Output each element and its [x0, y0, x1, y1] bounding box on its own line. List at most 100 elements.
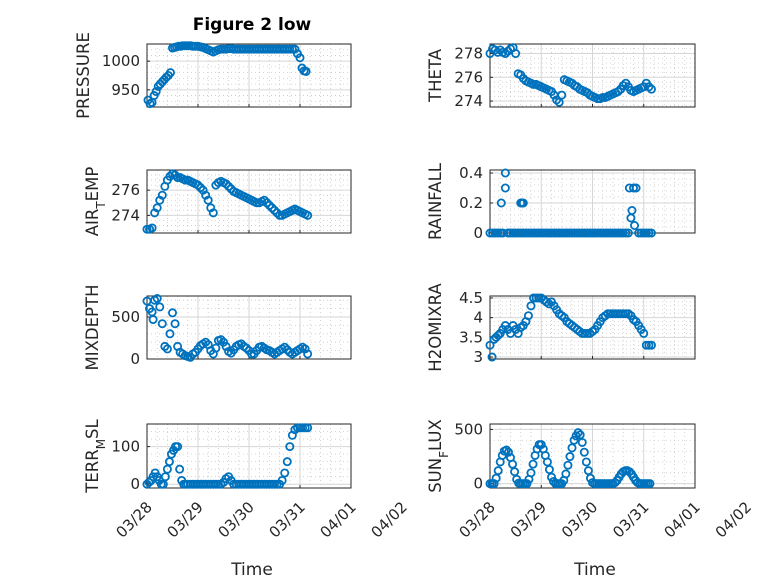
rainfall-data-point: [623, 228, 633, 238]
terr_msl-data-point: [175, 464, 185, 474]
sun_flux-data-point: [645, 479, 655, 489]
h2omixra-data-point: [526, 301, 536, 311]
h2omixra-data-point: [493, 330, 503, 340]
theta-ytick-label: 274: [454, 92, 483, 110]
air_temp-data-point: [269, 205, 279, 215]
h2omixra-ytick-label: 3.5: [459, 328, 483, 346]
mixdepth-data-point: [155, 302, 165, 312]
h2omixra-ytick-label: 4.5: [459, 289, 483, 307]
subplot-mixdepth: 0 500 MIXDEPTH: [83, 285, 352, 371]
mixdepth-data-point: [152, 294, 162, 304]
rainfall-axes-border: [489, 169, 696, 234]
theta-y-axis-label: THETA: [426, 48, 445, 103]
air_temp-data-point: [221, 179, 231, 189]
sun_flux-data-point: [577, 437, 587, 447]
theta-data-point: [511, 49, 521, 59]
mixdepth-data-point: [211, 343, 221, 353]
h2omixra-axes-border: [489, 295, 696, 360]
mixdepth-ytick-label: 500: [111, 308, 140, 326]
subplot-rainfall: 0 0.2 0.4 RAINFALL: [426, 162, 696, 242]
mixdepth-ytick-label: 0: [130, 350, 140, 368]
sun_flux-data-point: [561, 469, 571, 479]
sun_flux-axes-border: [489, 423, 696, 489]
theta-ytick-label: 278: [454, 45, 483, 63]
subplot-h2omixra: 3 3.54 4.5 H2OMIXRA: [426, 283, 696, 372]
pressure-ytick-label: 1000: [102, 52, 140, 70]
sun_flux-data-point: [579, 447, 589, 457]
mixdepth-data-point: [167, 308, 177, 318]
theta-axes-border: [489, 43, 696, 108]
sun_flux-data-point: [563, 460, 573, 470]
mixdepth-data-point: [216, 335, 226, 345]
h2omixra-y-axis-label: H2OMIXRA: [426, 283, 445, 372]
sun_flux-data-point: [569, 435, 579, 445]
mixdepth-data-point: [170, 319, 180, 329]
mixdepth-y-axis-label: MIXDEPTH: [83, 285, 102, 371]
terr_msl-data-point: [173, 442, 183, 452]
air_temp-data-point: [267, 203, 277, 213]
mixdepth-data-point: [160, 341, 170, 351]
rainfall-ytick-label: 0.4: [459, 164, 483, 182]
sun_flux-data-point: [501, 445, 511, 455]
mixdepth-data-point: [241, 343, 251, 353]
rainfall-ytick-label: 0.2: [459, 194, 483, 212]
air_temp-data-point: [152, 203, 162, 213]
air_temp-data-point: [264, 200, 274, 210]
air_temp-data-point: [208, 208, 218, 218]
terr_msl-ytick-label: 0: [130, 475, 140, 493]
terr_msl-data-point: [144, 477, 154, 487]
terr_msl-data-point: [277, 475, 287, 485]
air_temp-data-point: [193, 180, 203, 190]
sun_flux-ytick-label: 0: [473, 475, 483, 493]
sun_flux-ytick-label: 500: [454, 420, 483, 438]
sun_flux-data-point: [493, 466, 503, 476]
mixdepth-data-point: [162, 344, 172, 354]
figure-title: Figure 2 low: [193, 15, 312, 35]
air_temp-data-point: [157, 190, 167, 200]
mixdepth-axes-border: [146, 295, 352, 360]
sun_flux-data-point: [528, 459, 538, 469]
rainfall-data-point: [631, 183, 641, 193]
sun_flux-data-point: [526, 468, 536, 478]
air_temp-data-point: [224, 181, 234, 191]
mixdepth-data-point: [280, 342, 290, 352]
pressure-ytick-label: 950: [111, 81, 140, 99]
air_temp-data-point: [262, 198, 272, 208]
pressure-axes-border: [146, 43, 352, 108]
air_temp-ytick-label: 274: [111, 206, 140, 224]
sun_flux-data-point: [489, 479, 499, 489]
air_temp-data-point: [196, 183, 206, 193]
h2omixra-ytick-label: 4: [473, 309, 483, 327]
rainfall-data-point: [518, 198, 528, 208]
air_temp-axes-border: [146, 169, 352, 234]
subplot-theta: 274 276 278 THETA: [426, 43, 696, 110]
sun_flux-data-point: [503, 447, 513, 457]
h2omixra-ytick-label: 3: [473, 348, 483, 366]
sun_flux-data-point: [581, 457, 591, 467]
subplot-grid: 950 1000 PRESSURE 274 276 278 THETA 274276AIRTE…: [74, 32, 755, 541]
rainfall-data-point: [627, 205, 637, 215]
terr_msl-data-point: [285, 442, 295, 452]
h2omixra-data-point: [646, 340, 656, 350]
pressure-data-point: [295, 53, 305, 63]
mixdepth-data-point: [148, 315, 158, 325]
subplot-pressure: 950 1000 PRESSURE: [74, 32, 352, 119]
terr_msl-data-point: [282, 457, 292, 467]
rainfall-data-point: [646, 228, 656, 238]
x-axis-label-right: Time: [573, 560, 616, 580]
air_temp-data-point: [303, 210, 313, 220]
mixdepth-data-point: [303, 349, 313, 359]
pressure-data-point: [151, 87, 161, 97]
rainfall-ytick-label: 0: [473, 224, 483, 242]
pressure-y-axis-label: PRESSURE: [74, 32, 93, 119]
h2omixra-data-point: [639, 328, 649, 338]
rainfall-data-point: [496, 198, 506, 208]
sun_flux-data-point: [536, 440, 546, 450]
mixdepth-data-point: [157, 319, 167, 329]
air_temp-ytick-label: 276: [111, 181, 140, 199]
rainfall-data-point: [500, 168, 510, 178]
theta-data-point: [557, 90, 567, 100]
sun_flux-data-point: [547, 472, 557, 482]
sun_flux-data-point: [573, 428, 583, 438]
